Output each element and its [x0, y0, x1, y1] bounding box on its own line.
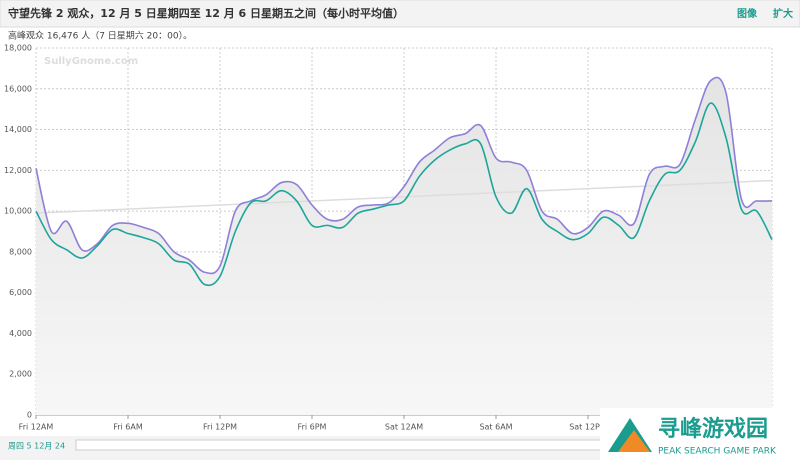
- logo-tagline: PEAK SEARCH GAME PARK: [658, 447, 777, 457]
- navigator-label: 周四 5 12月 24: [8, 442, 65, 451]
- logo-graphic: 寻峰游戏园 PEAK SEARCH GAME PARK: [608, 416, 777, 457]
- x-tick-label: Fri 6AM: [113, 423, 143, 432]
- series-line: [35, 76, 773, 275]
- logo: 寻峰游戏园 PEAK SEARCH GAME PARK: [600, 408, 800, 460]
- y-tick-label: 8,000: [9, 247, 32, 256]
- x-tick-label: Fri 12PM: [203, 423, 237, 432]
- watermark: SullyGnome.com: [44, 56, 138, 67]
- y-tick-label: 2,000: [9, 370, 32, 379]
- link[interactable]: 扩大: [773, 7, 793, 20]
- x-tick-label: Sat 6AM: [479, 423, 512, 432]
- trend-line: [35, 179, 773, 214]
- logo-name: 寻峰游戏园: [658, 416, 768, 442]
- y-tick-label: 4,000: [9, 329, 32, 338]
- title: 守望先锋 2 观众，12 月 5 日星期四至 12 月 6 日星期五之间（每小时…: [8, 6, 404, 20]
- link[interactable]: 图像: [737, 7, 758, 20]
- y-tick-label: 0: [27, 411, 32, 420]
- x-tick-label: Sat 12AM: [385, 423, 423, 432]
- x-tick-label: Fri 12AM: [19, 423, 54, 432]
- header-bar: [0, 0, 800, 28]
- y-tick-label: 6,000: [9, 288, 32, 297]
- y-tick-label: 18,000: [4, 44, 32, 53]
- scrollbar[interactable]: [75, 439, 607, 451]
- logo-icon: [618, 430, 650, 452]
- y-tick-label: 16,000: [4, 84, 32, 93]
- subtitle: 高峰观众 16,476 人（7 日星期六 20：00）。: [8, 30, 192, 42]
- x-tick-label: Fri 6PM: [298, 423, 327, 432]
- y-tick-label: 14,000: [4, 125, 32, 134]
- area: [36, 77, 772, 415]
- y-tick-label: 12,000: [4, 166, 32, 175]
- series-line: [35, 102, 773, 287]
- y-tick-label: 10,000: [4, 207, 32, 216]
- x-tick-label: Sat 12PM: [569, 423, 607, 432]
